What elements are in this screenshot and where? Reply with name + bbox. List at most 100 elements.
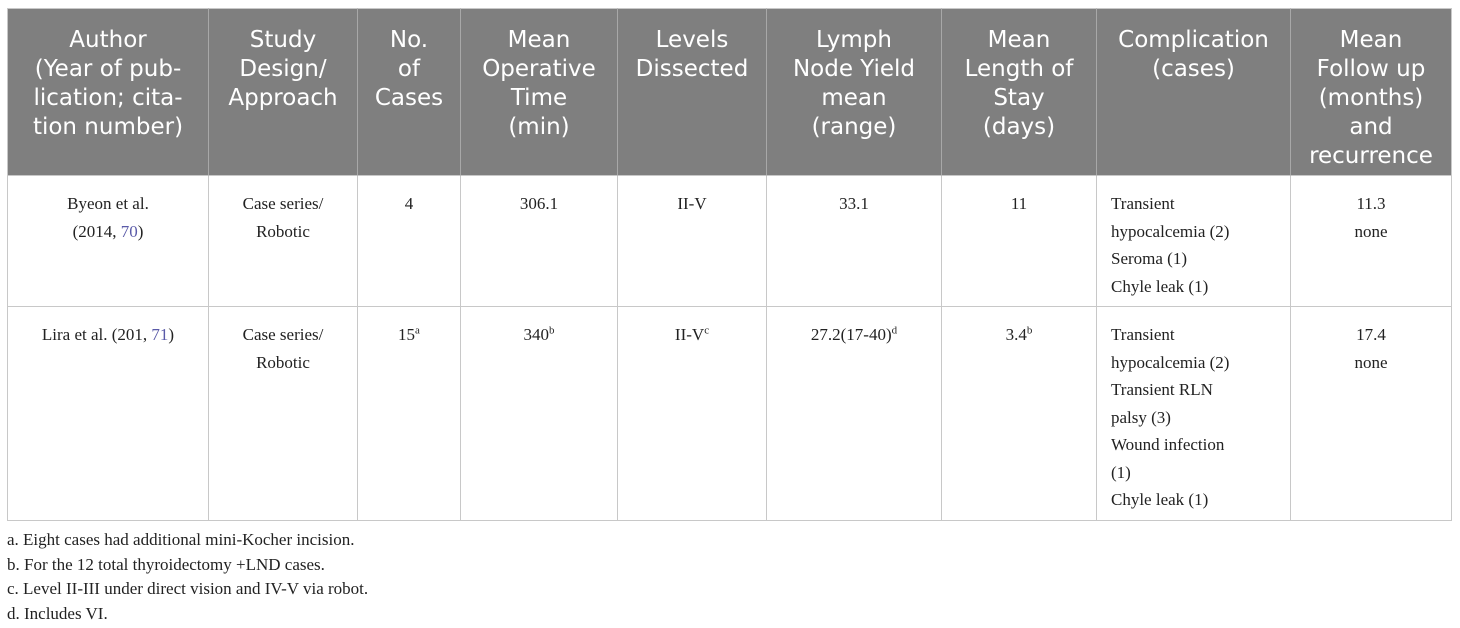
text: Levels: [655, 27, 729, 53]
cell-line: none: [1291, 349, 1451, 377]
text: 33.1: [839, 194, 869, 213]
body-cell: 306.1: [461, 176, 618, 307]
text: ): [168, 325, 175, 344]
text: (months): [1318, 85, 1424, 111]
text: Author: [69, 27, 147, 53]
text: none: [1354, 221, 1388, 241]
text: Mean: [1339, 27, 1403, 53]
cell-line: Robotic: [209, 349, 357, 377]
text: 306.1: [519, 194, 559, 213]
cell-line: Chyle leak (1): [1111, 273, 1290, 301]
footnote: c. Level II-III under direct vision and …: [7, 579, 369, 599]
cell-line: Robotic: [209, 218, 357, 246]
cell-line: II-Vc: [618, 321, 766, 349]
text: Byeon et al.: [67, 194, 149, 213]
cell-line: 11.3: [1291, 190, 1451, 218]
cell-line: (1): [1111, 459, 1290, 487]
citation-link[interactable]: 71: [151, 325, 169, 344]
header-cell: Author (Year of pub-lication; cita-tion n…: [7, 8, 209, 176]
text: Case series/: [242, 194, 324, 213]
cell-line: No.: [358, 26, 460, 55]
text: Length of: [964, 56, 1074, 82]
body-cell: II-V: [618, 176, 767, 307]
text: 4: [404, 194, 414, 213]
cell-line: and: [1291, 113, 1451, 142]
text: Transient: [1111, 325, 1175, 344]
text: Chyle leak (1): [1111, 490, 1209, 509]
cell-line: (months): [1291, 84, 1451, 113]
body-cell: 340b: [461, 307, 618, 521]
footnote: a. Eight cases had additional mini-Koche…: [7, 530, 355, 549]
text: ): [137, 221, 144, 241]
cell-line: tion number): [8, 113, 208, 142]
body-cell: 11.3 none: [1291, 176, 1452, 307]
cell-line: Mean: [1291, 26, 1451, 55]
body-cell: Case series/Robotic: [209, 176, 358, 307]
footnote-mark: a: [415, 324, 420, 337]
text: Transient RLN: [1111, 380, 1213, 399]
footnote-mark: b: [1026, 324, 1033, 337]
text: Mean: [507, 27, 571, 53]
text: II-V: [677, 194, 707, 213]
cell-line: 3.4b: [942, 321, 1096, 349]
body-cell: Transient hypocalcemia (2) Transient RLN pa…: [1097, 307, 1291, 521]
cell-line: Stay: [942, 84, 1096, 113]
header-cell: Complication (cases): [1097, 8, 1291, 176]
cell-line: 340b: [461, 321, 617, 349]
text: (cases): [1152, 56, 1235, 82]
cell-line: (Year of pub-: [8, 55, 208, 84]
text: 17.4: [1356, 325, 1386, 344]
body-cell: Transient hypocalcemia (2) Seroma (1) Chyle…: [1097, 176, 1291, 307]
cell-line: Lira et al. (201, 71): [8, 321, 208, 349]
text: hypocalcemia (2): [1111, 221, 1230, 241]
body-cell: Lira et al. (201, 71): [7, 307, 209, 521]
cell-line: Operative: [461, 55, 617, 84]
cell-line: Chyle leak (1): [1111, 486, 1290, 514]
cell-line: Design/: [209, 55, 357, 84]
citation-link[interactable]: 70: [120, 221, 138, 241]
cell-line: (cases): [1097, 55, 1290, 84]
cell-line: Transient: [1111, 190, 1290, 218]
text: Node Yield: [792, 56, 916, 82]
cell-line: (range): [767, 113, 941, 142]
cell-line: hypocalcemia (2): [1111, 349, 1290, 377]
text: (min): [508, 114, 570, 140]
header-cell: Study Design/Approach: [209, 8, 358, 176]
text: Follow up: [1316, 56, 1426, 82]
text: Robotic: [256, 221, 310, 241]
body-cell: 27.2(17-40)d: [767, 307, 942, 521]
cell-line: of: [358, 55, 460, 84]
header-cell: Mean Length of Stay (days): [942, 8, 1097, 176]
cell-line: (days): [942, 113, 1096, 142]
body-cell: 33.1: [767, 176, 942, 307]
cell-line: Byeon et al.: [8, 190, 208, 218]
cell-line: Approach: [209, 84, 357, 113]
footnote-mark: c: [704, 324, 710, 337]
cell-line: Case series/: [209, 190, 357, 218]
text: (days): [982, 114, 1056, 140]
cell-line: Node Yield: [767, 55, 941, 84]
text: Chyle leak (1): [1111, 276, 1209, 296]
cell-line: 4: [358, 190, 460, 218]
text: Mean: [987, 27, 1051, 53]
text: of: [397, 56, 421, 82]
cell-line: Author: [8, 26, 208, 55]
cell-line: Dissected: [618, 55, 766, 84]
cell-line: 33.1: [767, 190, 941, 218]
header-cell: No. of Cases: [358, 8, 461, 176]
text: Seroma (1): [1111, 249, 1188, 268]
text: mean: [821, 85, 887, 111]
text: No.: [389, 27, 429, 53]
text: Transient: [1111, 194, 1175, 213]
text: 15: [398, 325, 416, 344]
body-cell: 17.4 none: [1291, 307, 1452, 521]
text: Wound infection: [1111, 435, 1225, 454]
cell-line: Study: [209, 26, 357, 55]
text: Case series/: [242, 325, 324, 344]
body-cell: Byeon et al. (2014, 70): [7, 176, 209, 307]
text: recurrence: [1309, 143, 1433, 169]
body-cell: II-Vc: [618, 307, 767, 521]
footnote: d. Includes VI.: [7, 604, 108, 624]
text: Cases: [374, 85, 444, 111]
